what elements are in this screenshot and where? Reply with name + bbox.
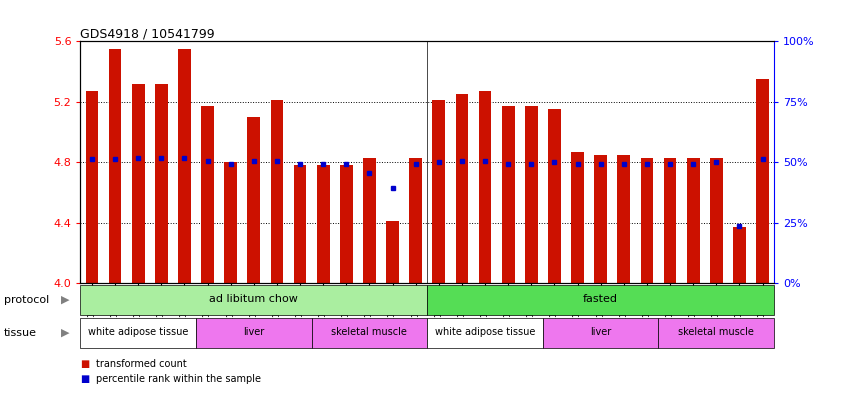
Bar — [247, 117, 261, 283]
Bar — [316, 165, 330, 283]
Bar — [271, 100, 283, 283]
Text: liver: liver — [590, 327, 612, 338]
Bar — [386, 221, 399, 283]
Bar — [432, 100, 445, 283]
Text: transformed count: transformed count — [96, 358, 186, 369]
Text: percentile rank within the sample: percentile rank within the sample — [96, 374, 261, 384]
Bar — [311, 318, 427, 348]
Text: white adipose tissue: white adipose tissue — [88, 327, 189, 338]
Text: white adipose tissue: white adipose tissue — [435, 327, 536, 338]
Bar — [340, 165, 353, 283]
Bar — [756, 79, 769, 283]
Bar — [543, 318, 658, 348]
Bar — [710, 158, 722, 283]
Bar — [479, 91, 492, 283]
Text: ▶: ▶ — [61, 295, 69, 305]
Bar — [502, 106, 514, 283]
Bar — [663, 158, 677, 283]
Bar — [687, 158, 700, 283]
Text: ■: ■ — [80, 358, 90, 369]
Bar — [178, 49, 191, 283]
Bar — [196, 318, 311, 348]
Text: GDS4918 / 10541799: GDS4918 / 10541799 — [80, 27, 215, 40]
Bar — [80, 285, 427, 315]
Bar — [201, 106, 214, 283]
Bar — [525, 106, 538, 283]
Bar — [155, 84, 168, 283]
Bar — [85, 91, 98, 283]
Text: liver: liver — [243, 327, 265, 338]
Text: ad libitum chow: ad libitum chow — [209, 294, 299, 304]
Text: tissue: tissue — [4, 328, 37, 338]
Bar — [594, 154, 607, 283]
Bar — [108, 49, 122, 283]
Text: skeletal muscle: skeletal muscle — [678, 327, 755, 338]
Bar — [640, 158, 653, 283]
Text: protocol: protocol — [4, 295, 49, 305]
Bar — [548, 109, 561, 283]
Bar — [658, 318, 774, 348]
Bar — [427, 318, 543, 348]
Bar — [427, 285, 774, 315]
Bar — [571, 152, 584, 283]
Text: ▶: ▶ — [61, 328, 69, 338]
Bar — [224, 162, 237, 283]
Bar — [294, 165, 306, 283]
Bar — [80, 318, 196, 348]
Bar — [409, 158, 422, 283]
Bar — [132, 84, 145, 283]
Bar — [733, 227, 746, 283]
Text: skeletal muscle: skeletal muscle — [332, 327, 408, 338]
Text: ■: ■ — [80, 374, 90, 384]
Bar — [618, 154, 630, 283]
Bar — [363, 158, 376, 283]
Bar — [455, 94, 469, 283]
Text: fasted: fasted — [583, 294, 618, 304]
